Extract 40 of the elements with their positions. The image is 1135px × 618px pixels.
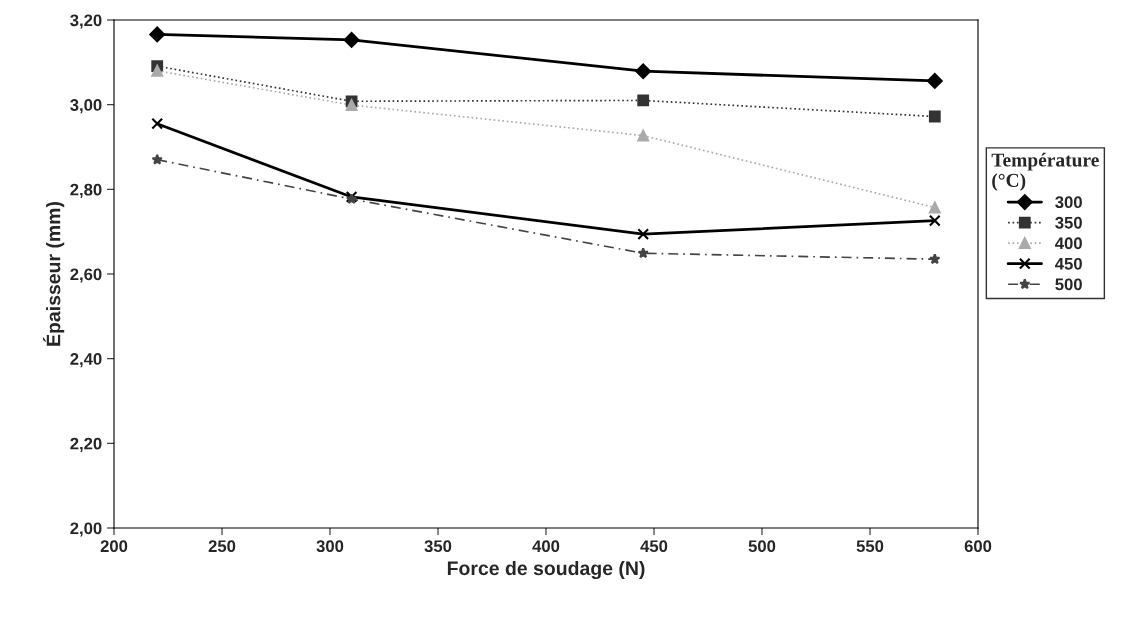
y-tick-label: 3,00 xyxy=(70,99,102,114)
point xyxy=(928,214,941,227)
y-tick-label: 2,20 xyxy=(70,437,102,452)
y-tick-label: 2,00 xyxy=(70,522,102,537)
x-tick-label: 550 xyxy=(856,540,884,553)
point xyxy=(637,228,650,241)
point xyxy=(929,253,941,265)
x-tick-label: 400 xyxy=(532,540,560,553)
legend-label: 400 xyxy=(1055,237,1082,250)
y-tick-label: 2,60 xyxy=(70,268,102,283)
point xyxy=(151,153,163,165)
legend-label: 350 xyxy=(1055,216,1082,229)
point xyxy=(151,117,164,130)
y-tick-label: 3,20 xyxy=(70,14,102,29)
point xyxy=(928,201,941,214)
point xyxy=(149,26,166,43)
point xyxy=(637,94,650,107)
x-tick-label: 350 xyxy=(424,540,452,553)
x-axis-title: Force de soudage (N) xyxy=(447,560,645,580)
x-tick-label: 600 xyxy=(964,540,992,553)
x-tick-label: 200 xyxy=(100,540,128,553)
point xyxy=(637,247,649,259)
x-tick-label: 300 xyxy=(316,540,344,553)
y-axis-title: Épaisseur (mm) xyxy=(42,202,65,346)
legend-label: 450 xyxy=(1055,257,1082,270)
point xyxy=(926,73,943,89)
legend-label: 500 xyxy=(1055,278,1082,291)
point xyxy=(637,129,650,142)
legend-title: Température (°C) xyxy=(991,152,1099,191)
x-tick-label: 500 xyxy=(748,540,776,553)
x-tick-label: 250 xyxy=(208,540,236,553)
legend-label: 300 xyxy=(1055,196,1082,209)
y-tick-label: 2,80 xyxy=(70,183,102,198)
point xyxy=(635,63,652,80)
point xyxy=(151,64,164,77)
point xyxy=(928,110,941,123)
point xyxy=(345,99,358,111)
x-tick-label: 450 xyxy=(640,540,668,553)
point xyxy=(343,31,360,48)
y-tick-label: 2,40 xyxy=(70,353,102,368)
